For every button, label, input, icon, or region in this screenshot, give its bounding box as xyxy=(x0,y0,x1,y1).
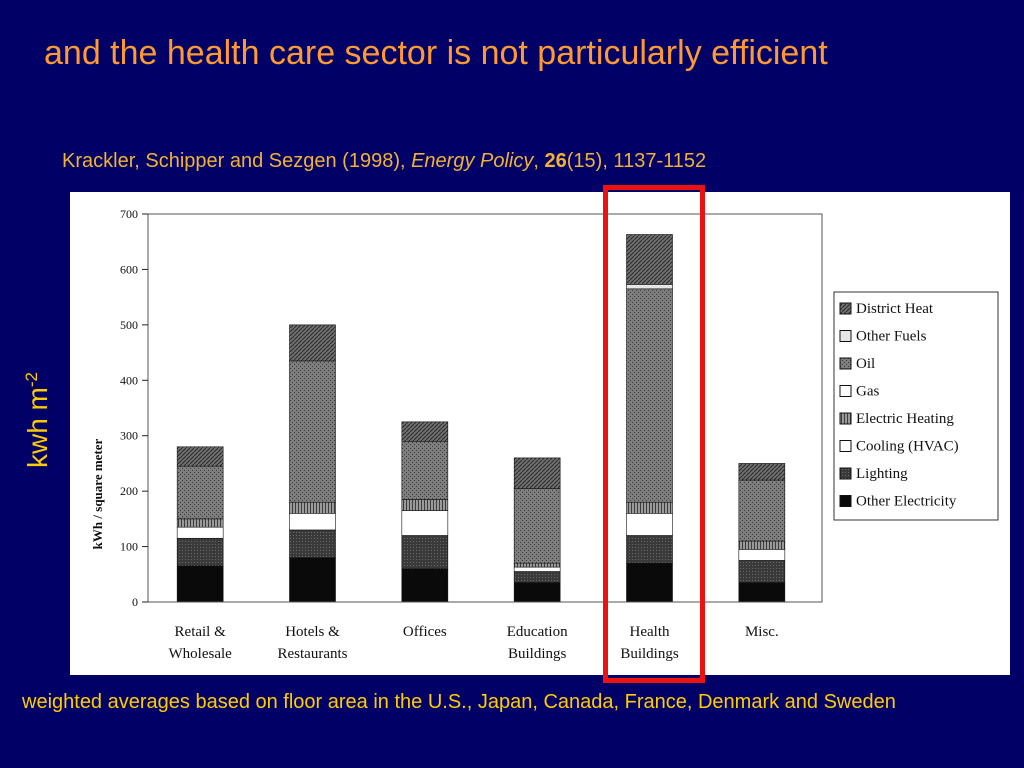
legend-label: Oil xyxy=(856,356,875,372)
y-tick-label: 100 xyxy=(120,540,138,554)
citation-journal: Energy Policy xyxy=(411,150,534,172)
chart-panel: 0 100 200 300 400 500 600 700 Retail & Wholesale H… xyxy=(70,192,1010,675)
bar-segment xyxy=(738,463,786,481)
bar-segment xyxy=(738,540,786,550)
y-tick-label: 200 xyxy=(120,484,138,498)
x-tick-label: Buildings xyxy=(508,646,567,662)
citation-authors: Krackler, Schipper and Sezgen (1998), xyxy=(62,150,412,172)
bar-segment xyxy=(401,421,449,442)
bar-segment xyxy=(289,529,336,558)
legend-swatch xyxy=(839,330,852,342)
x-tick-label: Buildings xyxy=(620,646,679,662)
outer-y-axis-label: kwh m-2 xyxy=(22,372,54,468)
legend-label: Lighting xyxy=(856,466,908,482)
x-tick-label: Wholesale xyxy=(169,646,233,662)
bar-segment xyxy=(513,457,561,489)
bar-segment xyxy=(401,568,449,603)
citation-pages: (15), 1137-1152 xyxy=(566,150,707,172)
legend-label: Gas xyxy=(856,384,879,400)
y-tick-label: 700 xyxy=(120,207,138,221)
bar-segment xyxy=(289,513,336,531)
x-tick-label: Restaurants xyxy=(278,646,348,662)
legend-label: Cooling (HVAC) xyxy=(856,439,959,455)
x-tick-label: Hotels & xyxy=(285,624,340,640)
legend-label: Other Electricity xyxy=(856,494,957,510)
legend-swatch xyxy=(839,385,852,397)
legend-swatch xyxy=(839,440,852,452)
legend-swatch xyxy=(839,412,852,425)
citation-volume: 26 xyxy=(544,150,567,172)
bar-segment xyxy=(513,566,561,572)
citation: Krackler, Schipper and Sezgen (1998), En… xyxy=(62,150,706,173)
legend-swatch xyxy=(839,467,852,480)
bar-segment xyxy=(289,557,336,603)
outer-y-axis-label-text: kwh m xyxy=(22,387,54,469)
x-tick-label: Misc. xyxy=(745,624,779,640)
bar-segment xyxy=(626,234,673,285)
y-tick-label: 0 xyxy=(132,595,138,609)
bar-segment xyxy=(401,535,449,570)
outer-y-axis-label-exponent: -2 xyxy=(21,371,41,388)
bar-segment xyxy=(289,501,336,514)
axes: 0 100 200 300 400 500 600 700 Retail & Wholesale H… xyxy=(120,207,823,662)
bar-segment xyxy=(176,537,224,567)
bar-segment xyxy=(176,446,224,467)
legend-label: Electric Heating xyxy=(856,411,954,427)
bar-segment xyxy=(738,582,786,603)
bar-segment xyxy=(176,526,224,539)
x-tick-label: Health xyxy=(630,624,670,640)
bar-segment xyxy=(176,565,224,603)
bar-segment xyxy=(513,488,561,564)
bar-segment xyxy=(738,549,786,561)
health-buildings-highlight-box xyxy=(603,185,705,683)
bar-segment xyxy=(401,440,449,500)
bar-segment xyxy=(626,535,673,564)
y-tick-label: 500 xyxy=(120,318,138,332)
plot-frame xyxy=(147,213,823,603)
x-tick-label: Offices xyxy=(403,624,447,640)
x-tick-label: Education xyxy=(507,624,568,640)
bar-segment xyxy=(401,499,449,511)
legend-swatch xyxy=(839,495,852,507)
bar-segment xyxy=(289,360,336,503)
legend: District Heat Other Fuels Oil Gas Electric H… xyxy=(833,291,999,521)
y-tick-label: 400 xyxy=(120,373,138,387)
bar-segment xyxy=(513,582,561,603)
bar-segment xyxy=(176,518,224,528)
bar-segment xyxy=(401,510,449,536)
y-axis-label: kWh / square meter xyxy=(90,438,105,549)
legend-swatch xyxy=(839,302,852,315)
y-tick-label: 300 xyxy=(120,429,138,443)
bar-segment xyxy=(289,324,336,362)
bars xyxy=(176,234,786,603)
y-tick-label: 600 xyxy=(120,262,138,276)
legend-label: District Heat xyxy=(856,301,934,317)
stacked-bar-chart: 0 100 200 300 400 500 600 700 Retail & Wholesale H… xyxy=(90,207,999,662)
citation-separator: , xyxy=(533,150,545,172)
bar-segment xyxy=(738,479,786,542)
bar-segment xyxy=(626,288,673,503)
bar-segment xyxy=(738,560,786,583)
bar-segment xyxy=(513,562,561,568)
legend-label: Other Fuels xyxy=(856,329,927,345)
legend-swatch xyxy=(839,357,852,370)
legend-box xyxy=(833,291,999,521)
bar-segment xyxy=(176,465,224,520)
footnote: weighted averages based on floor area in… xyxy=(22,691,896,713)
x-tick-label: Retail & xyxy=(175,624,227,640)
bar-segment xyxy=(513,571,561,583)
slide-title: and the health care sector is not partic… xyxy=(44,34,828,72)
